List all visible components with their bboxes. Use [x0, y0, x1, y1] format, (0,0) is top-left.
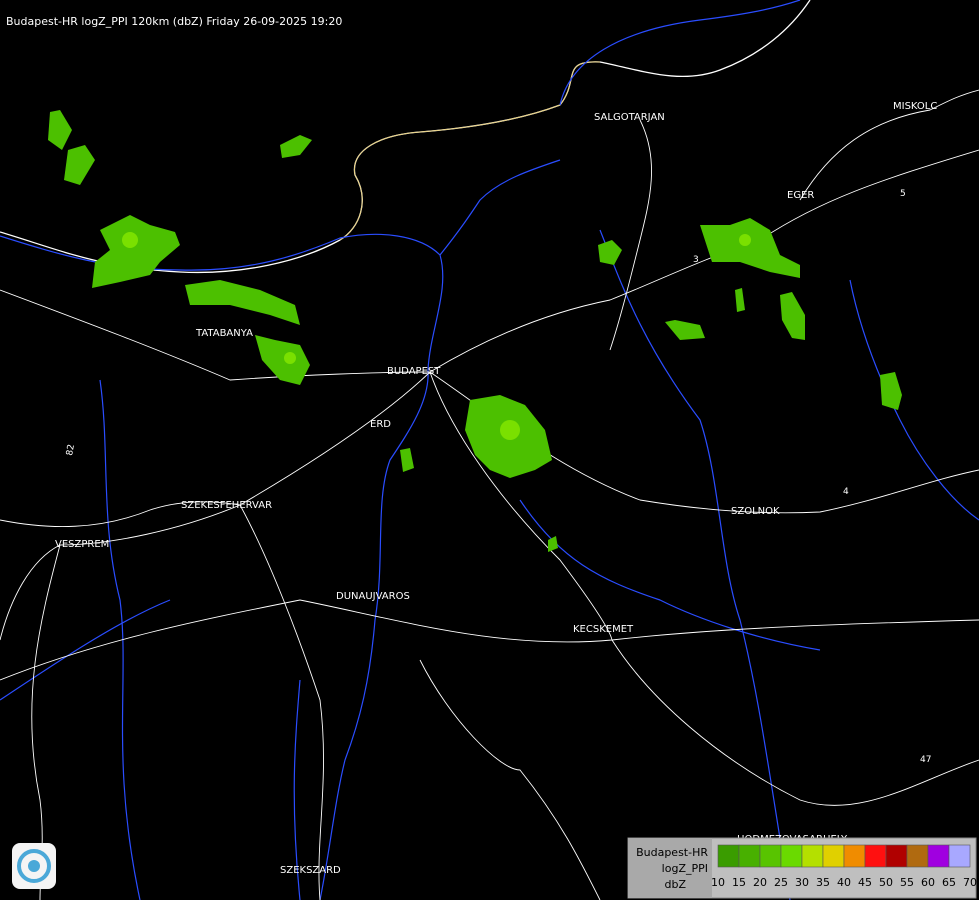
legend: Budapest-HR logZ_PPI dbZ 10 15 20 25 30 35 40 4… [627, 837, 977, 899]
legend-level: 20 [753, 876, 767, 889]
city-label: DUNAUJVAROS [336, 591, 410, 602]
road-number: 47 [920, 755, 931, 765]
legend-level: 65 [942, 876, 956, 889]
city-label: SALGOTARJAN [594, 112, 665, 123]
border-highlight [339, 61, 601, 241]
city-label: SZEKSZARD [280, 865, 341, 876]
city-label: ERD [370, 419, 391, 430]
legend-cell [738, 844, 761, 868]
legend-level: 40 [837, 876, 851, 889]
logo [12, 843, 56, 889]
road-number: 5 [900, 189, 906, 199]
legend-level: 35 [816, 876, 830, 889]
legend-level: 45 [858, 876, 872, 889]
legend-level: 15 [732, 876, 746, 889]
legend-level: 60 [921, 876, 935, 889]
legend-cell [801, 844, 824, 868]
legend-cell [906, 844, 929, 868]
legend-level: 70 [963, 876, 977, 889]
legend-cell [822, 844, 845, 868]
road-number: 4 [843, 487, 849, 497]
city-label: SZOLNOK [731, 506, 780, 517]
road-number: 82 [65, 444, 77, 457]
roads [0, 89, 979, 900]
legend-level: 50 [879, 876, 893, 889]
echoes [48, 110, 902, 552]
echo-cores [122, 232, 751, 440]
legend-cell [717, 844, 740, 868]
city-label: KECSKEMET [573, 624, 634, 635]
map-title: Budapest-HR logZ_PPI 120km (dbZ) Friday … [6, 15, 342, 28]
legend-cell [885, 844, 908, 868]
legend-cell [843, 844, 866, 868]
legend-text: Budapest-HR [636, 846, 708, 859]
legend-level: 25 [774, 876, 788, 889]
legend-cell [759, 844, 782, 868]
legend-cell [948, 844, 971, 868]
city-label: EGER [787, 190, 814, 201]
city-label: TATABANYA [195, 328, 253, 339]
city-label: VESZPREM [55, 539, 109, 550]
city-label: BUDAPEST [387, 366, 441, 377]
legend-cell [780, 844, 803, 868]
road-number: 3 [693, 255, 699, 265]
legend-text: dbZ [664, 878, 686, 891]
legend-text: logZ_PPI [662, 862, 708, 875]
legend-level: 55 [900, 876, 914, 889]
legend-cell [864, 844, 887, 868]
city-label: MISKOLC [893, 101, 937, 112]
city-label: SZEKESFEHERVAR [181, 500, 272, 511]
legend-level: 30 [795, 876, 809, 889]
legend-level: 10 [711, 876, 725, 889]
legend-label-box [628, 838, 712, 898]
legend-cell [927, 844, 950, 868]
